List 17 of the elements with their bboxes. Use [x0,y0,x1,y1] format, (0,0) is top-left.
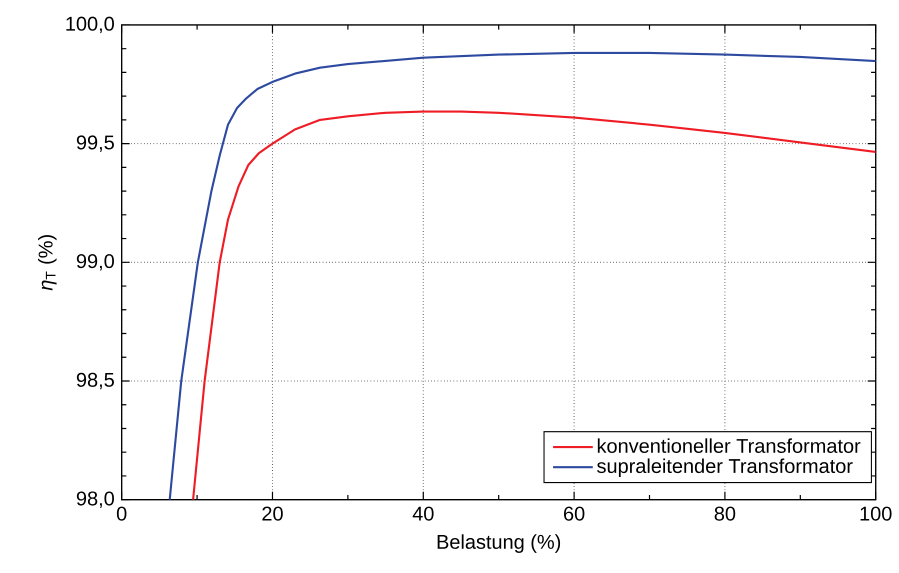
x-tick-label: 20 [262,506,283,521]
y-tick-label: 99,0 [76,254,114,271]
legend-label: konventioneller Transformator [598,438,860,454]
line-series [168,52,876,500]
x-tick-label: 80 [714,506,736,521]
y-tick-label: 98,5 [76,372,114,390]
line-series [192,110,876,500]
y-tick-label: 100,0 [66,16,114,34]
y-axis-title: η$_{T}$ (%) [38,235,57,290]
x-tick-label: 60 [564,506,584,521]
y-tick-label: 98,0 [76,492,114,508]
x-axis-title: Belastung (%) [438,534,560,553]
x-tick-label: 40 [412,506,434,521]
legend-label: supraleitender Transformator [597,458,853,478]
x-tick-label: 0 [116,506,126,521]
y-tick-label: 99,5 [76,135,114,152]
x-tick-label: 100 [860,506,892,521]
